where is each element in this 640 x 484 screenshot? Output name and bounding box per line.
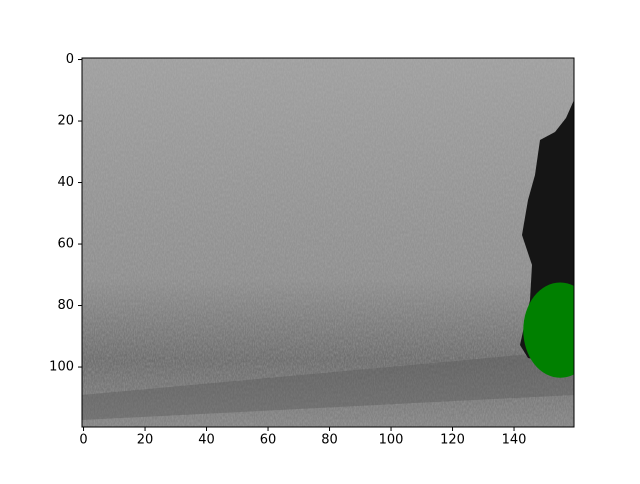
x-tick-label: 20 (137, 433, 154, 448)
axes-frame (81, 57, 575, 428)
x-tick-label: 40 (198, 433, 215, 448)
x-tick-label: 120 (440, 433, 465, 448)
x-tick-label: 100 (379, 433, 404, 448)
y-tick-label: 0 (66, 52, 74, 67)
x-tick-label: 60 (260, 433, 277, 448)
ellipse-marker (523, 282, 574, 378)
y-tick-label: 60 (57, 237, 74, 252)
x-tick-label: 140 (502, 433, 527, 448)
x-tick-label: 0 (79, 433, 87, 448)
y-tick-label: 40 (57, 175, 74, 190)
x-tick-label: 80 (321, 433, 338, 448)
y-tick-label: 80 (57, 298, 74, 313)
image (82, 58, 574, 427)
y-tick-label: 100 (49, 360, 74, 375)
y-tick-label: 20 (57, 114, 74, 129)
